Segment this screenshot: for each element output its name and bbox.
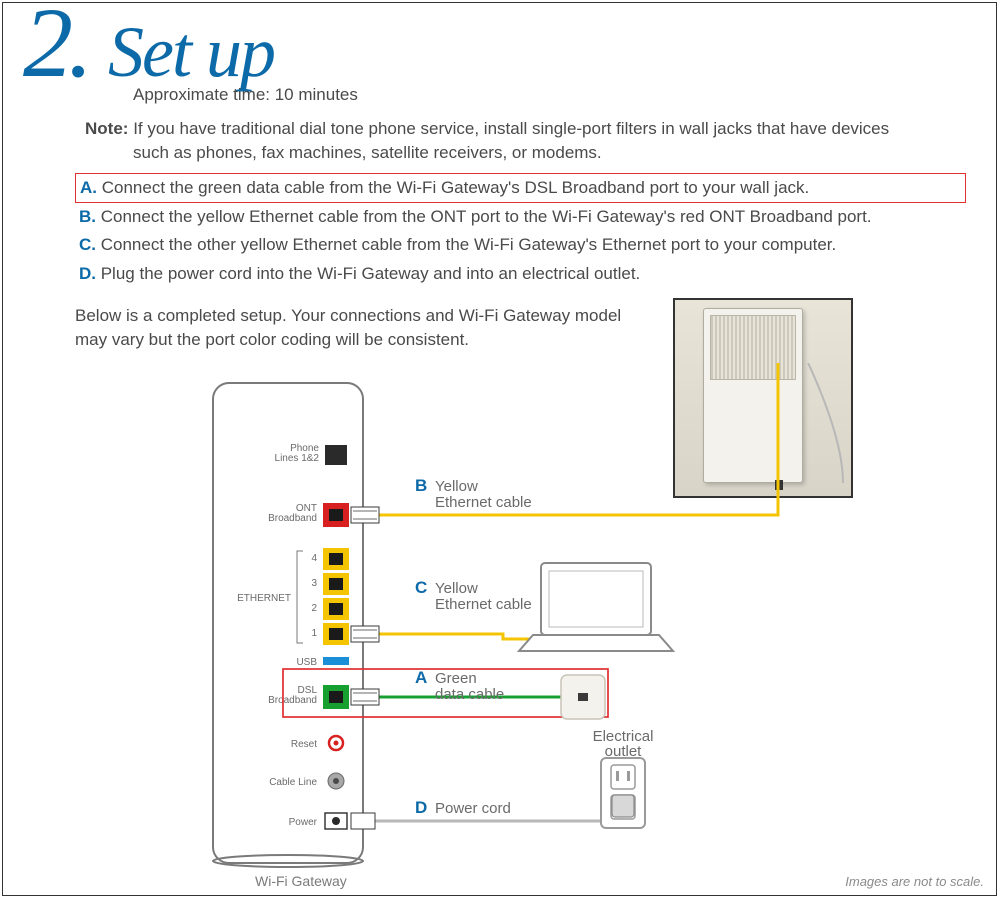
step-d-text: Plug the power cord into the Wi-Fi Gatew… bbox=[96, 264, 640, 283]
step-b-text: Connect the yellow Ethernet cable from t… bbox=[96, 207, 872, 226]
step-number: 2. bbox=[23, 0, 88, 93]
step-b: B. Connect the yellow Ethernet cable fro… bbox=[75, 203, 966, 231]
svg-text:Broadband: Broadband bbox=[268, 695, 317, 706]
svg-text:D: D bbox=[415, 798, 427, 817]
step-a-text: Connect the green data cable from the Wi… bbox=[97, 178, 809, 197]
note-block: Note: If you have traditional dial tone … bbox=[85, 117, 966, 165]
svg-text:Ethernet cable: Ethernet cable bbox=[435, 596, 532, 613]
setup-diagram: Phone Lines 1&2 ONT Broadband 4 3 2 1 ET… bbox=[183, 363, 943, 883]
svg-text:4: 4 bbox=[311, 553, 317, 564]
svg-text:A: A bbox=[415, 668, 427, 687]
svg-text:Green: Green bbox=[435, 670, 477, 687]
step-b-letter: B. bbox=[79, 207, 96, 226]
gateway-caption: Wi-Fi Gateway bbox=[255, 873, 347, 889]
subtitle: Approximate time: 10 minutes bbox=[133, 85, 996, 105]
step-d: D. Plug the power cord into the Wi-Fi Ga… bbox=[75, 260, 966, 288]
svg-text:Ethernet cable: Ethernet cable bbox=[435, 494, 532, 511]
note-line1: If you have traditional dial tone phone … bbox=[133, 119, 889, 138]
svg-text:1: 1 bbox=[311, 628, 317, 639]
svg-text:3: 3 bbox=[311, 578, 317, 589]
page-container: 2. Set up Approximate time: 10 minutes N… bbox=[2, 2, 997, 896]
svg-text:outlet: outlet bbox=[605, 743, 643, 760]
step-c: C. Connect the other yellow Ethernet cab… bbox=[75, 231, 966, 259]
svg-text:Reset: Reset bbox=[291, 739, 317, 750]
header: 2. Set up bbox=[3, 0, 996, 93]
svg-text:Power: Power bbox=[289, 817, 318, 828]
svg-text:Cable Line: Cable Line bbox=[269, 777, 317, 788]
note-label: Note: bbox=[85, 119, 128, 138]
svg-text:Power cord: Power cord bbox=[435, 800, 511, 817]
svg-text:2: 2 bbox=[311, 603, 317, 614]
svg-text:ETHERNET: ETHERNET bbox=[237, 593, 291, 604]
step-c-text: Connect the other yellow Ethernet cable … bbox=[96, 235, 836, 254]
step-a: A. Connect the green data cable from the… bbox=[75, 173, 966, 203]
svg-text:USB: USB bbox=[296, 657, 317, 668]
svg-text:Yellow: Yellow bbox=[435, 478, 478, 495]
svg-text:Yellow: Yellow bbox=[435, 580, 478, 597]
step-d-letter: D. bbox=[79, 264, 96, 283]
page-title: Set up bbox=[108, 20, 274, 85]
svg-text:Broadband: Broadband bbox=[268, 513, 317, 524]
step-c-letter: C. bbox=[79, 235, 96, 254]
step-a-letter: A. bbox=[80, 178, 97, 197]
svg-text:C: C bbox=[415, 578, 427, 597]
footer-note: Images are not to scale. bbox=[845, 874, 984, 889]
svg-text:Lines 1&2: Lines 1&2 bbox=[275, 453, 320, 464]
svg-text:data cable: data cable bbox=[435, 686, 504, 703]
note-line2: such as phones, fax machines, satellite … bbox=[133, 141, 966, 165]
diagram-svg: Phone Lines 1&2 ONT Broadband 4 3 2 1 ET… bbox=[183, 363, 943, 893]
steps-list: A. Connect the green data cable from the… bbox=[75, 173, 966, 288]
svg-text:B: B bbox=[415, 476, 427, 495]
